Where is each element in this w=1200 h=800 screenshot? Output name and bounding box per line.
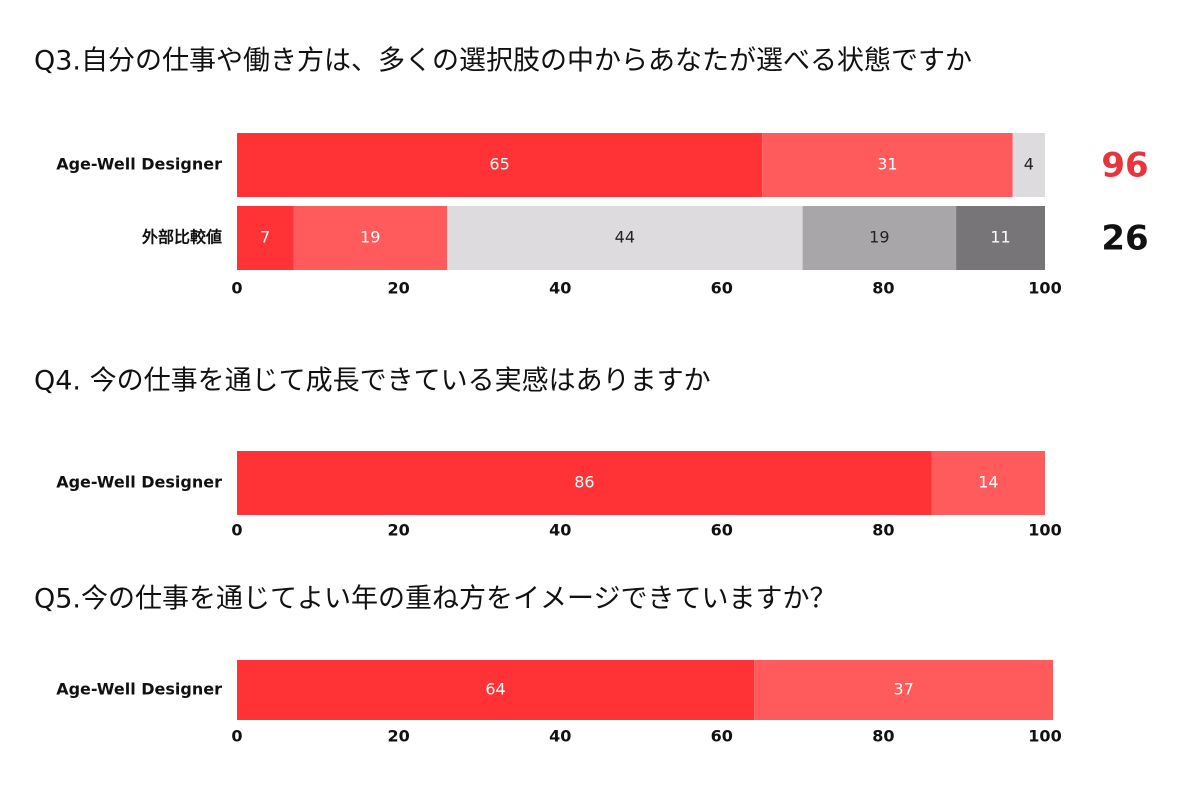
bar-segment bbox=[762, 133, 1013, 197]
bar-segment bbox=[237, 206, 294, 270]
category-label: Age-Well Designer bbox=[56, 473, 222, 492]
x-tick-label: 60 bbox=[711, 521, 733, 540]
category-label: Age-Well Designer bbox=[56, 155, 222, 174]
bar-segment bbox=[237, 133, 763, 197]
bar-segment bbox=[447, 206, 803, 270]
x-tick-label: 100 bbox=[1028, 727, 1061, 746]
chart-title: Q4. 今の仕事を通じて成長できている実感はありますか bbox=[34, 366, 711, 397]
value-label: 64 bbox=[485, 680, 505, 699]
value-label: 19 bbox=[360, 228, 380, 247]
bar-segment bbox=[956, 206, 1045, 270]
x-tick-label: 0 bbox=[231, 279, 242, 298]
x-tick-label: 80 bbox=[872, 279, 894, 298]
category-label: Age-Well Designer bbox=[56, 680, 222, 699]
bar-segment bbox=[1012, 133, 1045, 197]
value-label: 4 bbox=[1024, 155, 1034, 174]
chart-title: Q5.今の仕事を通じてよい年の重ね方をイメージできていますか？ bbox=[34, 584, 836, 615]
value-label: 44 bbox=[615, 228, 635, 247]
x-tick-label: 0 bbox=[231, 521, 242, 540]
value-label: 31 bbox=[877, 155, 897, 174]
bar-segment bbox=[293, 206, 448, 270]
x-tick-label: 80 bbox=[872, 521, 894, 540]
total-label: 96 bbox=[1101, 146, 1148, 186]
bar-segment bbox=[754, 660, 1054, 720]
x-tick-label: 40 bbox=[549, 521, 571, 540]
value-label: 37 bbox=[893, 680, 913, 699]
x-tick-label: 20 bbox=[387, 727, 409, 746]
x-tick-label: 40 bbox=[549, 279, 571, 298]
value-label: 19 bbox=[869, 228, 889, 247]
x-tick-label: 20 bbox=[387, 521, 409, 540]
value-label: 14 bbox=[978, 473, 998, 492]
bar-segment bbox=[237, 451, 932, 515]
x-tick-label: 20 bbox=[387, 279, 409, 298]
x-tick-label: 60 bbox=[711, 279, 733, 298]
value-label: 7 bbox=[260, 228, 270, 247]
value-label: 86 bbox=[574, 473, 594, 492]
category-label: 外部比較値 bbox=[141, 228, 222, 247]
bar-segment bbox=[802, 206, 957, 270]
bar-segment bbox=[237, 660, 755, 720]
x-tick-label: 60 bbox=[711, 727, 733, 746]
x-tick-label: 80 bbox=[872, 727, 894, 746]
value-label: 65 bbox=[489, 155, 509, 174]
x-tick-label: 100 bbox=[1028, 279, 1061, 298]
bar-segment bbox=[931, 451, 1045, 515]
value-label: 11 bbox=[990, 228, 1010, 247]
x-tick-label: 100 bbox=[1028, 521, 1061, 540]
x-tick-label: 0 bbox=[231, 727, 242, 746]
total-label: 26 bbox=[1101, 219, 1148, 259]
x-tick-label: 40 bbox=[549, 727, 571, 746]
chart-title: Q3.自分の仕事や働き方は、多くの選択肢の中からあなたが選べる状態ですか bbox=[34, 46, 972, 77]
